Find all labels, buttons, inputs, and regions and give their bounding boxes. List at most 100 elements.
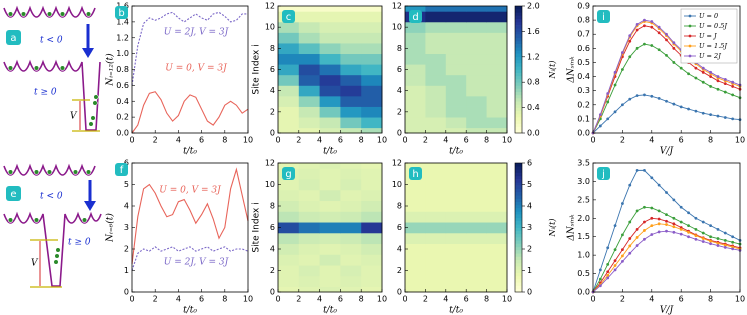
series-marker (657, 222, 661, 226)
heat-cell (298, 286, 320, 293)
series-marker (709, 85, 712, 88)
heat-cell (445, 117, 467, 129)
colorbar-segment (515, 91, 522, 96)
heat-cell (319, 43, 341, 55)
heat-cell (278, 179, 300, 191)
series-marker (716, 87, 720, 91)
heat-cell (405, 95, 426, 107)
colorbar-segment (515, 272, 522, 277)
heat-cell (361, 53, 383, 65)
series-marker (672, 46, 676, 50)
y-axis-label: ΔNₛᵢₙₖ (567, 214, 577, 242)
x-tick-label: 8 (708, 136, 713, 145)
heat-cell (319, 286, 341, 293)
heat-cell (298, 117, 320, 129)
series-marker (672, 216, 676, 220)
y-tick-label: 2 (124, 245, 129, 254)
y-tick-label: 0.9 (577, 2, 590, 11)
heat-cell (405, 275, 426, 288)
depth-label: V (31, 259, 39, 269)
y-tick-label: 0.6 (116, 81, 129, 90)
x-tick-label: 0 (590, 295, 595, 304)
heat-cell (319, 53, 341, 65)
series-marker (650, 176, 654, 180)
panel: 0 2 4 6 8 10 0.0 0.5 1.0 1.5 2.0 2.5 3.0 3.5 V/J ΔNₛᵢₙₖ… (567, 159, 746, 315)
colorbar-segment (515, 198, 522, 202)
heat-cell (361, 189, 383, 202)
panel-label-box (6, 186, 21, 201)
series-marker (613, 70, 617, 74)
series-marker (628, 237, 632, 240)
heat-cell (278, 64, 300, 76)
series-marker (635, 94, 639, 98)
x-tick-label: 8 (359, 295, 364, 304)
x-tick-label: 6 (464, 136, 469, 145)
panel-label: a (10, 33, 16, 44)
heat-cell (278, 200, 300, 212)
colorbar-tick-label: 0.0 (527, 129, 540, 138)
y-tick-label: 2 (397, 266, 402, 275)
heat-cell (319, 179, 341, 191)
series-marker (606, 92, 610, 95)
colorbar-tick-label: 1 (527, 266, 532, 275)
heat-cell (361, 163, 383, 169)
y-tick-label: 3.0 (577, 177, 590, 186)
colorbar-label: Nᵢ(t) (548, 60, 557, 79)
series-marker (723, 77, 727, 81)
heat-cell (425, 211, 447, 223)
colorbar-segment (515, 227, 522, 232)
heat-cell (425, 117, 447, 129)
heat-cell (361, 11, 383, 23)
x-tick-label: 0 (275, 295, 280, 304)
heat-cell (405, 43, 426, 55)
atoms (7, 217, 88, 265)
heat-cell (486, 43, 508, 55)
colorbar-segment (515, 182, 522, 186)
colorbar-segment (515, 94, 522, 99)
x-tick-label: 8 (222, 295, 227, 304)
colorbar-segment (515, 221, 522, 225)
y-tick-label: 10 (265, 180, 275, 189)
heat-cell (340, 74, 362, 86)
x-tick-label: 10 (735, 136, 745, 145)
colorbar-segment (515, 246, 522, 251)
heat-cell (445, 85, 467, 97)
colorbar-segment (515, 37, 522, 42)
y-tick-label: 2 (397, 107, 402, 116)
colorbar-segment (515, 240, 522, 244)
series-marker (687, 72, 690, 76)
colorbar-segment (515, 56, 522, 61)
series-marker (731, 117, 735, 121)
heat-cell (361, 74, 383, 86)
series-marker (672, 102, 676, 106)
heat-cell (278, 127, 300, 134)
heat-cell (445, 74, 467, 86)
diagram-a: a t < 0 t ≥ 0 V (3, 5, 101, 132)
heat-cell (405, 243, 426, 255)
colorbar-segment (515, 28, 522, 32)
series-marker (606, 246, 610, 250)
y-tick-label: 0.8 (577, 16, 590, 25)
heat-cell (405, 127, 426, 134)
x-axis-label: V/J (660, 306, 675, 315)
heat-cell (278, 265, 300, 277)
arrow-head (84, 201, 96, 211)
series-marker (709, 113, 712, 117)
heat-cell (486, 275, 508, 288)
legend-marker (688, 24, 692, 28)
heat-cell (278, 85, 300, 97)
panel-label-box (115, 163, 128, 176)
heat-cell (425, 243, 447, 255)
colorbar-segment (515, 166, 522, 170)
heat-cell (298, 85, 320, 97)
series-marker (672, 222, 676, 226)
heat-cell (319, 6, 341, 12)
colorbar-tick-label: 2 (527, 245, 532, 254)
heat-cell (486, 106, 508, 118)
panel: 0 2 4 6 8 10 0 2 4 6 8 10 12 t/t₀ Site Index i g (252, 159, 388, 315)
heat-cell (405, 6, 426, 12)
colorbar-segment (515, 107, 522, 112)
heat-cell (486, 21, 508, 33)
colorbar-tick-label: 5 (527, 180, 532, 189)
